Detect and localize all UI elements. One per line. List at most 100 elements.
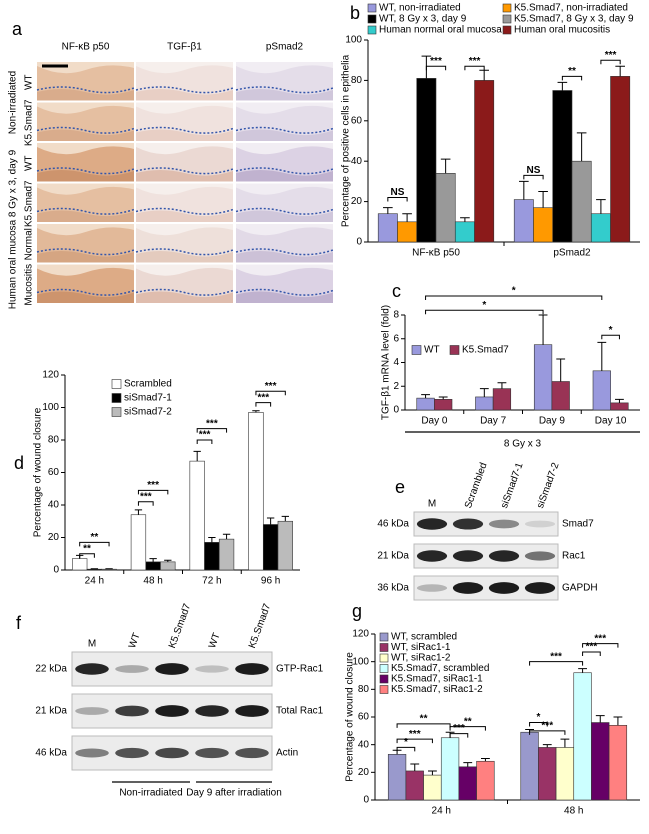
legend-label: WT, non-irradiated [379,3,461,14]
legend-swatch [379,632,389,642]
bracket [425,65,447,71]
y-tick-label: 80 [48,435,60,446]
band [195,665,229,673]
basal-line [135,126,234,134]
error-bar [410,763,420,771]
y-tick-label: 8 [393,310,399,321]
blot-strip [413,575,559,601]
band [195,705,229,717]
row-label: WT [24,155,35,171]
basal-line [36,126,135,134]
bar [189,460,205,571]
bar [610,402,629,411]
y-axis-label: Percentage of positive cells in epitheli… [341,54,352,227]
significance: *** [147,480,159,491]
bar [476,760,495,801]
legend-label: WT, siRac1-2 [391,653,451,664]
group-label: Non-irradiated [119,788,182,799]
tissue [236,105,333,141]
y-tick-label: 60 [358,712,370,723]
legend-label: K5.Smad7, 8 Gy x 3, day 9 [514,14,634,25]
error-bar [421,394,430,399]
tissue [136,65,233,101]
tissue [236,65,333,101]
bar [475,396,494,411]
significance: ** [90,532,98,543]
legend-swatch [379,643,389,652]
protein-label: Smad7 [562,519,594,530]
significance: * [482,300,486,311]
significance: *** [257,392,269,403]
stroma [236,170,333,182]
bracket [196,428,228,433]
stroma [136,170,233,182]
row-label: Normal [24,228,35,260]
stroma [136,251,233,263]
legend-swatch [502,3,512,13]
error-bar [576,132,587,162]
error-bar [497,382,507,389]
bar [397,221,418,243]
bracket [529,730,566,735]
tissue [37,146,134,182]
legend-label: siSmad7-1 [124,393,172,404]
y-tick-label: 80 [358,684,370,695]
legend-label: WT [424,345,440,356]
error-bar [440,158,451,174]
x-tick-label: Day 10 [595,416,627,427]
error-bar [281,515,289,522]
row-label: Mucositis [24,264,35,306]
stroma [136,129,233,141]
group-label: Non-irradiated [8,71,19,134]
band [115,665,149,673]
protein-label: Actin [276,748,298,759]
basal-line [135,248,234,256]
row-label: K5.Smad7 [24,180,35,227]
significance: * [404,737,408,748]
error-bar [556,358,566,382]
bracket [255,390,286,396]
bar [571,160,592,243]
bar [204,542,220,571]
x-tick-label: Day 0 [421,416,448,427]
band [235,705,269,717]
bar [590,213,611,243]
basal-line [135,207,234,215]
bar [591,722,610,801]
lane-label: siSmad7-1 [499,461,526,510]
x-tick-label: 72 h [202,576,221,587]
stroma [37,251,134,263]
basal-line [235,167,334,175]
error-bar [578,668,587,673]
bar [405,770,424,801]
stroma [37,210,134,222]
bracket [396,723,451,728]
bar [533,344,553,411]
basal-line [36,86,135,94]
bar [423,774,442,801]
column-header: pSmad2 [266,42,304,53]
basal-line [36,288,135,296]
tissue [236,146,333,182]
y-tick-label: 40 [351,156,363,167]
row-label: WT [24,74,35,90]
panel-letter: d [14,453,24,473]
column-header: TGF-β1 [167,42,202,53]
basal-line [235,126,334,134]
basal-line [235,248,334,256]
error-bar [595,715,605,723]
bracket [561,75,583,81]
error-bar [479,69,489,81]
error-bar [615,398,624,403]
band [235,747,269,759]
band [115,747,149,759]
band [452,518,484,530]
error-bar [557,81,568,91]
bar [608,724,628,801]
legend-swatch [111,393,122,403]
legend-label: K5.Smad7, scrambled [391,663,489,674]
lane-label: Scrambled [463,461,490,510]
significance: *** [594,633,606,644]
legend-label: Scrambled [124,379,172,390]
